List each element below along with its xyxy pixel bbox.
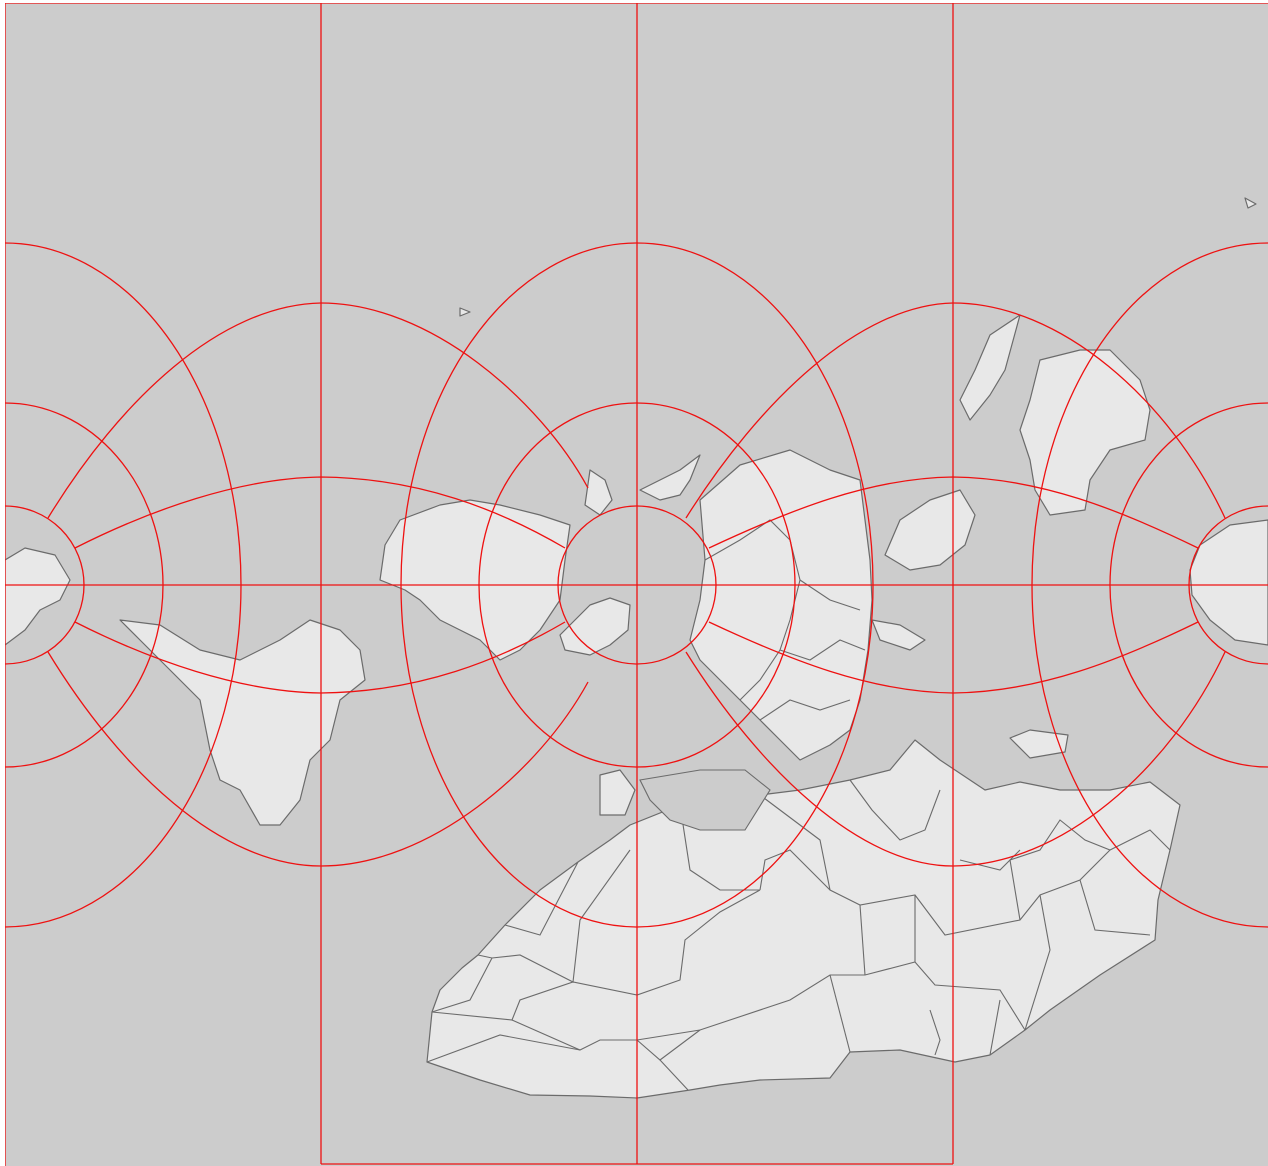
land (1189, 519, 1268, 646)
borders (426, 779, 1171, 1091)
land (559, 597, 631, 656)
land (1009, 729, 1069, 759)
graticule (5, 3, 1268, 1166)
borders (704, 519, 866, 721)
land (379, 499, 571, 661)
land (1244, 197, 1257, 209)
land (959, 314, 1021, 421)
sea (639, 769, 771, 831)
land (459, 307, 471, 317)
land (871, 619, 926, 651)
land (584, 469, 613, 516)
land-layer (5, 197, 1268, 1099)
land (599, 769, 636, 816)
land (119, 619, 366, 826)
land (5, 547, 71, 646)
land (639, 454, 701, 501)
land (689, 449, 873, 761)
land (1019, 349, 1151, 516)
